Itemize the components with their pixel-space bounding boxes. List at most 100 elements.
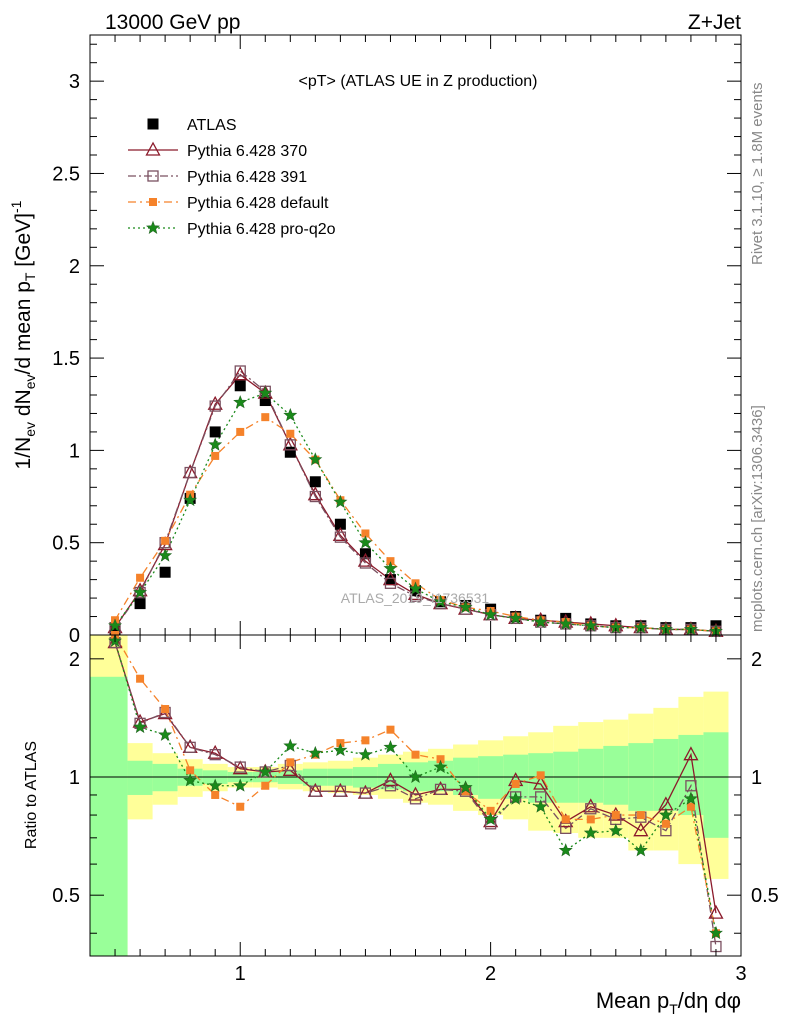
main-point-s4-1	[133, 585, 148, 599]
main-tick-labels: 0 0.5 1 1.5 2 2.5 3	[52, 71, 80, 647]
x-tick-labels: 1 2 3	[235, 963, 747, 985]
band-inner-20	[603, 745, 629, 805]
main-point-s4-9	[333, 494, 348, 508]
main-point-s2-8	[309, 490, 321, 503]
ratio-point-s2-18	[561, 815, 570, 824]
main-panel: ATLAS_2019_I1736531 0 0.5 1 1.5 2 2.5 3 <pT> (…	[8, 34, 742, 647]
ratio-point-s3-20	[608, 823, 623, 837]
ratio-point-s1-19	[585, 803, 597, 815]
main-point-s3-7	[286, 429, 295, 438]
main-point-s2-9	[334, 531, 347, 543]
ratio-point-s3-3	[183, 773, 198, 787]
ratio-point-s2-21	[636, 811, 645, 820]
main-point-s0-4	[209, 426, 221, 438]
main-point-s3-4	[211, 451, 220, 460]
main-point-s0-8	[309, 476, 321, 488]
ratio-point-s0-11	[382, 772, 399, 787]
ratio-point-s1-12	[409, 793, 422, 805]
main-point-s1-8	[307, 486, 323, 501]
process-label: Z+Jet	[688, 11, 741, 34]
ratio-point-s3-13	[433, 759, 448, 773]
ratio-point-s3-24	[709, 925, 723, 940]
main-point-s1-9	[332, 526, 348, 541]
ratio-axis-ticks	[90, 635, 742, 956]
ratio-point-s2-11	[386, 725, 395, 734]
main-point-s3-10	[361, 529, 370, 538]
band-inner-2	[152, 763, 178, 792]
main-title: <pT> (ATLAS UE in Z production)	[299, 73, 538, 90]
ratio-point-s3-1	[133, 719, 148, 734]
ratio-line-1	[114, 642, 717, 947]
legend-marker-1	[145, 141, 161, 156]
ratio-point-s2-3	[186, 766, 195, 775]
ratio-point-s2-1	[136, 674, 145, 683]
band-inner-24	[703, 732, 729, 838]
ratio-point-s0-23	[683, 746, 699, 761]
ratio-point-s1-4	[209, 749, 221, 761]
ratio-point-s2-15	[486, 806, 495, 815]
ratio-point-s2-16	[511, 779, 520, 788]
main-point-s4-18	[558, 616, 573, 630]
ratio-point-s0-24	[708, 904, 724, 919]
energy-label: 13000 GeV pp	[105, 11, 240, 34]
main-point-s4-6	[258, 385, 273, 400]
legend-marker-0	[147, 118, 159, 130]
main-point-s4-14	[458, 599, 473, 614]
ratio-point-s2-17	[536, 771, 545, 780]
ratio-series-markers	[107, 631, 724, 953]
main-point-s2-7	[284, 439, 296, 451]
main-point-s4-5	[233, 395, 248, 409]
main-point-s3-1	[136, 573, 145, 582]
ratio-point-s3-23	[683, 791, 698, 805]
ratio-point-s2-10	[361, 736, 370, 745]
watermark: ATLAS_2019_I1736531	[341, 590, 490, 606]
band-inner-1	[127, 760, 153, 795]
x-axis-label: Mean pT/dη dφ	[596, 988, 741, 1017]
ratio-point-s0-5	[232, 760, 248, 775]
legend-marker-4	[146, 220, 160, 234]
x-tick-label: 2	[485, 963, 496, 985]
main-point-s1-5	[232, 366, 248, 381]
ratio-point-s2-6	[261, 781, 270, 790]
ratio-y-tick-label: 1	[69, 767, 80, 789]
main-point-s2-4	[209, 400, 221, 412]
ratio-point-s3-21	[633, 843, 648, 857]
ratio-point-s3-10	[358, 747, 373, 761]
main-point-s2-10	[359, 557, 372, 569]
ratio-point-s3-14	[458, 780, 473, 794]
ratio-point-s3-16	[508, 791, 523, 805]
main-y-tick-label: 2	[69, 256, 80, 278]
ratio-point-s2-14	[461, 787, 470, 796]
legend-entry-0: ATLAS	[147, 117, 237, 134]
main-point-s0-5	[234, 380, 246, 392]
ratio-point-s2-22	[661, 819, 670, 828]
ratio-y-tick-label-right: 2	[751, 649, 762, 671]
mcplots-label: mcplots.cern.ch [arXiv:1306.3436]	[749, 405, 766, 632]
ratio-point-s1-9	[334, 785, 347, 797]
ratio-point-s2-20	[611, 811, 620, 820]
main-point-s0-9	[334, 518, 346, 530]
ratio-y-tick-label: 0.5	[52, 885, 80, 907]
ratio-point-s2-19	[586, 815, 595, 824]
ratio-point-s2-7	[286, 758, 295, 767]
x-tick-label: 3	[735, 963, 746, 985]
ratio-point-s1-5	[234, 761, 246, 773]
main-point-s1-1	[132, 582, 148, 597]
ratio-point-s2-13	[436, 755, 445, 764]
legend-label-2: Pythia 6.428 391	[187, 169, 307, 186]
main-point-s3-2	[161, 536, 170, 545]
main-y-tick-label: 0.5	[52, 533, 80, 555]
main-y-axis-label: 1/Nev dNev/d mean pT [GeV]-1	[8, 200, 38, 469]
ratio-point-s2-5	[236, 802, 245, 811]
ratio-y-tick-label-right: 1	[751, 767, 762, 789]
main-y-tick-label: 0	[69, 625, 80, 647]
ratio-point-s3-8	[308, 745, 323, 760]
legend-marker-2	[147, 170, 159, 182]
ratio-point-s3-22	[658, 807, 673, 821]
main-axis-ticks	[90, 35, 742, 636]
ratio-y-tick-label: 2	[69, 649, 80, 671]
ratio-point-s3-17	[533, 799, 548, 813]
main-y-tick-label: 3	[69, 71, 80, 93]
ratio-point-s0-17	[533, 775, 549, 790]
